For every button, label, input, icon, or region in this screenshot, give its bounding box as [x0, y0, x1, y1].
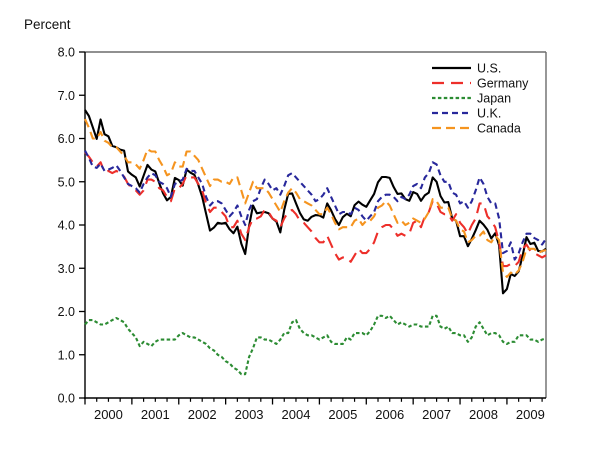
x-year-label: 2007 — [422, 407, 451, 422]
legend-label-germany: Germany — [477, 76, 529, 90]
y-tick-label: 7.0 — [58, 89, 75, 103]
legend-label-japan: Japan — [477, 91, 511, 105]
x-year-label: 2000 — [94, 407, 123, 422]
series-line-japan — [84, 314, 547, 376]
series-line-germany — [84, 151, 547, 268]
y-tick-label: 5.0 — [58, 175, 75, 189]
series-line-u-k — [84, 150, 547, 261]
legend-label-u-k: U.K. — [477, 106, 501, 120]
series-line-canada — [84, 118, 547, 278]
y-tick-label: 0.0 — [58, 392, 75, 406]
axes: 0.0 1.0 2.0 3.0 4.0 5.0 6.0 7.0 8.0 2000 2001 2002 2… — [58, 46, 547, 422]
x-year-label: 2004 — [282, 407, 311, 422]
x-year-label: 2006 — [375, 407, 404, 422]
y-tick-label: 8.0 — [58, 46, 75, 60]
x-year-label: 2003 — [235, 407, 264, 422]
x-year-label: 2001 — [141, 407, 170, 422]
y-tick-label: 6.0 — [58, 132, 75, 146]
series-lines — [84, 109, 547, 376]
y-tick-label: 3.0 — [58, 262, 75, 276]
y-tick-label: 1.0 — [58, 348, 75, 362]
y-tick-label: 4.0 — [58, 219, 75, 233]
x-year-label: 2005 — [328, 407, 357, 422]
y-tick-label: 2.0 — [58, 305, 75, 319]
legend-label-u-s: U.S. — [477, 61, 501, 75]
x-year-label: 2008 — [469, 407, 498, 422]
percent-axis-title: Percent — [24, 17, 71, 32]
x-year-label: 2009 — [516, 407, 545, 422]
x-year-label: 2002 — [188, 407, 217, 422]
legend-label-canada: Canada — [477, 121, 521, 135]
